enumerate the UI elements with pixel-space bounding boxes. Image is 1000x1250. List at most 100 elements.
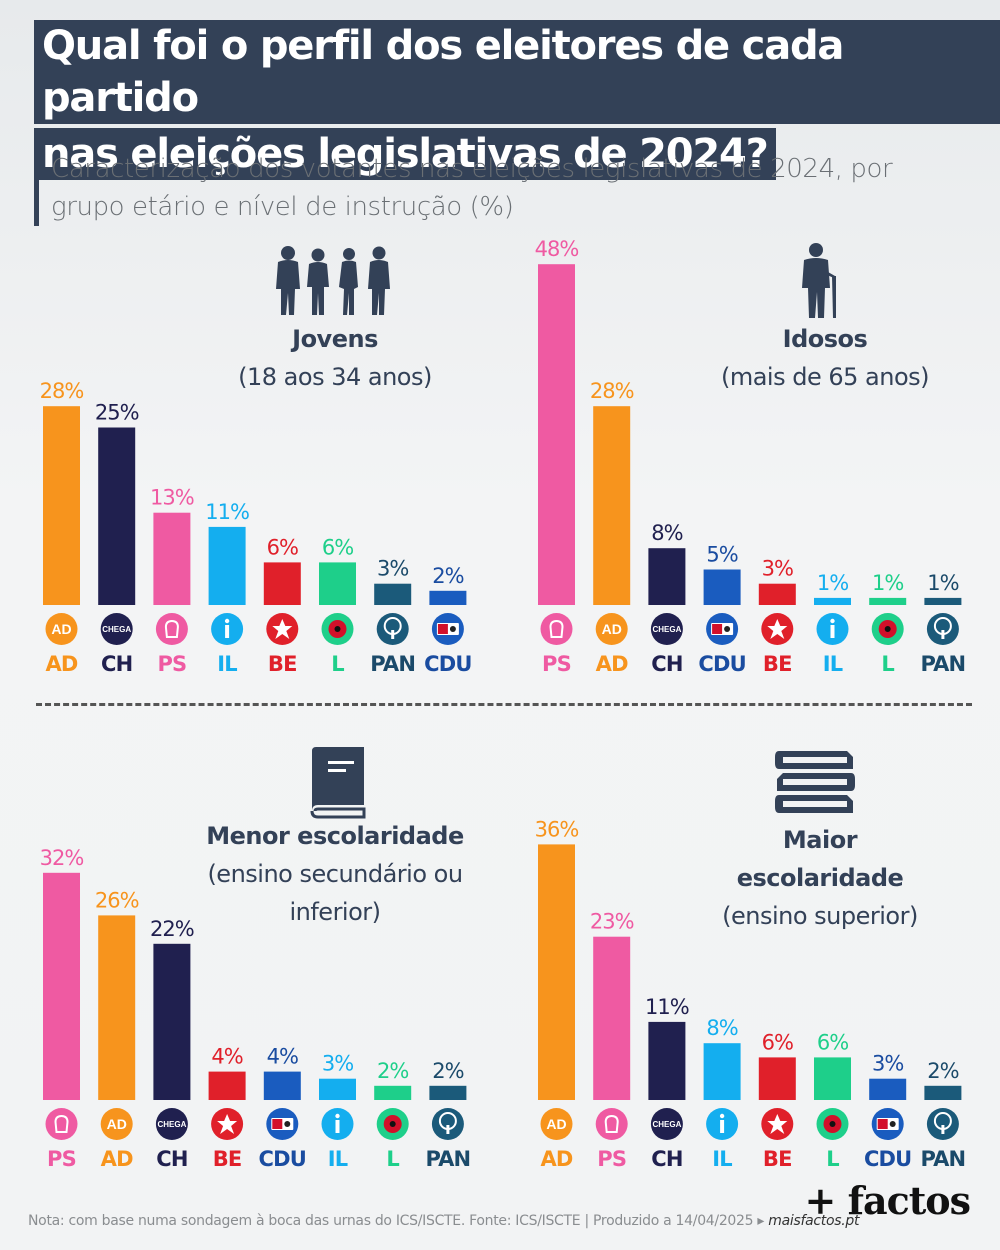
category-label: PS <box>47 1147 76 1171</box>
fist-glyph <box>164 619 179 638</box>
bar-cdu <box>429 590 467 605</box>
bar-ch <box>153 943 191 1100</box>
category-label: CDU <box>259 1147 307 1171</box>
category-label: CH <box>156 1147 187 1171</box>
category-label: AD <box>45 652 77 676</box>
logo-circle <box>650 613 683 645</box>
flag-red-glyph <box>712 624 723 634</box>
chart-idosos: 48% PS 28% AD AD 8% CHEGA CH 5% CDU 3% BE 1% IL 1% L 1% P… <box>535 237 966 677</box>
category-label: PS <box>542 652 571 676</box>
bar-group-cdu: 3% CDU <box>864 1052 912 1171</box>
panel-description: (ensino superior) <box>722 902 918 930</box>
elderly-person-icon <box>802 243 836 318</box>
flag-dot-glyph <box>724 626 731 632</box>
value-label: 2% <box>432 1059 463 1083</box>
bar-group-ch: 8% CHEGA CH <box>648 521 686 676</box>
bar-group-be: 3% BE <box>758 557 796 676</box>
i-stem-glyph <box>335 1120 340 1133</box>
bar-pan <box>924 597 962 605</box>
bar-group-be: 4% BE <box>208 1045 246 1171</box>
bar-group-ch: 11% CHEGA CH <box>645 995 690 1171</box>
bar-be <box>758 583 796 605</box>
panel-heading: Idosos <box>782 325 868 353</box>
bar-cdu <box>869 1078 907 1100</box>
category-label: PAN <box>370 652 415 676</box>
flag-red-glyph <box>877 1119 888 1129</box>
value-label: 23% <box>590 910 634 934</box>
star-glyph <box>767 1114 788 1134</box>
logo-text: CHEGA <box>652 1120 681 1129</box>
i-dot-glyph <box>830 618 835 624</box>
bar-group-pan: 3% PAN <box>370 557 416 676</box>
bar-group-be: 6% BE <box>758 1030 796 1171</box>
i-stem-glyph <box>720 1120 725 1133</box>
value-label: 28% <box>590 379 634 403</box>
bar-group-pan: 1% PAN <box>920 571 966 676</box>
footer-site-link[interactable]: maisfactos.pt <box>768 1213 860 1229</box>
bar-be <box>208 1071 246 1100</box>
logo-circle <box>540 1108 573 1140</box>
bar-ad <box>98 915 136 1100</box>
bar-ad <box>43 406 80 605</box>
value-label: 2% <box>377 1059 408 1083</box>
category-label: PS <box>157 652 186 676</box>
panel-heading-2: escolaridade <box>736 864 904 892</box>
logo-circle <box>155 613 188 645</box>
bar-group-pan: 2% PAN <box>425 1059 471 1171</box>
trunk-glyph <box>446 1125 450 1134</box>
category-label: CH <box>101 652 132 676</box>
value-label: 5% <box>706 543 737 567</box>
poppy-center-glyph <box>884 626 891 632</box>
page-title: Qual foi o perfil dos eleitores de cada … <box>34 20 1000 184</box>
value-label: 8% <box>651 521 682 545</box>
panel-description: (mais de 65 anos) <box>720 363 930 391</box>
value-label: 11% <box>205 500 249 524</box>
category-label: CDU <box>698 652 746 676</box>
category-label: L <box>881 652 894 676</box>
bar-ch <box>648 1021 686 1100</box>
category-label: PAN <box>920 1147 965 1171</box>
logo-text: AD <box>546 1116 566 1132</box>
bar-group-ps: 23% PS <box>590 910 635 1171</box>
logo-circle <box>595 613 628 645</box>
logo-circle <box>595 1108 628 1140</box>
category-label: AD <box>540 1147 572 1171</box>
bar-ps <box>538 264 575 605</box>
i-dot-glyph <box>224 618 230 624</box>
value-label: 28% <box>40 379 84 403</box>
value-label: 1% <box>872 571 903 595</box>
star-glyph <box>217 1114 238 1134</box>
category-label: L <box>386 1147 399 1171</box>
bar-ad <box>538 844 575 1100</box>
chart-jovens: 28% AD AD 25% CHEGA CH 13% PS 11% IL 6% BE 6% L 3% PAN 2… <box>40 379 473 676</box>
bar-ch <box>648 548 686 605</box>
bar-pan <box>429 1085 467 1100</box>
flag-dot-glyph <box>449 626 456 632</box>
category-label: BE <box>763 652 792 676</box>
chart-maior-escolaridade: 36% AD AD 23% PS 11% CHEGA CH 8% IL 6% BE 6% L 3% CDU 2%… <box>535 817 966 1171</box>
category-label: CDU <box>424 652 472 676</box>
bar-group-l: 6% L <box>814 1030 851 1171</box>
value-label: 11% <box>645 995 689 1019</box>
bar-group-cdu: 4% CDU <box>259 1045 307 1171</box>
logo-circle <box>155 1108 188 1140</box>
bar-group-l: 6% L <box>319 535 356 676</box>
logo-circle <box>926 613 959 645</box>
panel-title-maior: Maior escolaridade (ensino superior) <box>695 821 945 935</box>
flag-dot-glyph <box>889 1121 896 1127</box>
star-glyph <box>272 619 293 639</box>
i-dot-glyph <box>335 1113 340 1119</box>
logo-circle <box>431 1108 464 1140</box>
panel-title-jovens: Jovens (18 aos 34 anos) <box>210 320 460 396</box>
panel-jovens: Jovens (18 aos 34 anos) 28% AD AD 25% CHEGA C… <box>0 240 473 700</box>
flag-dot-glyph <box>284 1121 291 1127</box>
bar-group-il: 11% IL <box>205 500 250 676</box>
logo-circle <box>45 613 78 645</box>
section-divider <box>36 703 972 706</box>
value-label: 4% <box>211 1045 242 1069</box>
logo-circle <box>100 1108 133 1140</box>
category-label: IL <box>712 1147 732 1171</box>
chart-menor-escolaridade: 32%PS26%ADAD22%CHEGACH4%BE4%CDU3%IL2%L2%… <box>40 846 471 1171</box>
value-label: 13% <box>150 486 194 510</box>
bar-group-cdu: 5% CDU <box>698 543 746 677</box>
